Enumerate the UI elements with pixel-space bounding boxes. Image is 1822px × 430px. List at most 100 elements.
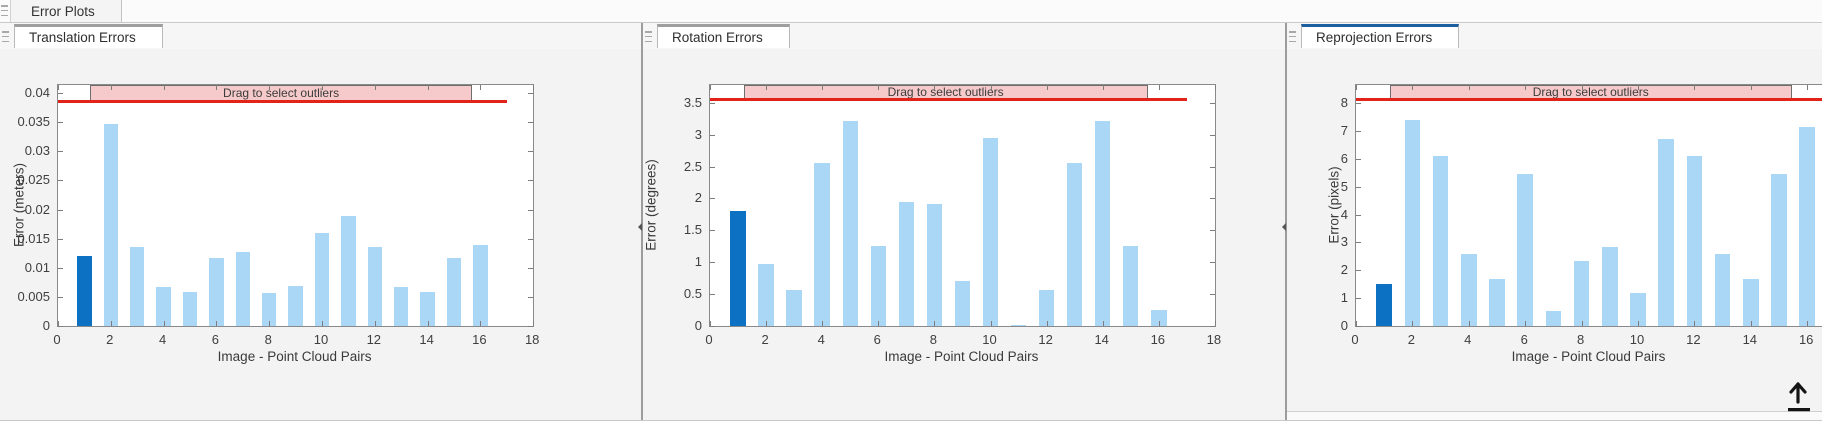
bar[interactable] — [1799, 126, 1815, 326]
bar[interactable] — [1461, 253, 1477, 326]
y-tick-label: 0 — [694, 318, 702, 333]
bar[interactable] — [842, 120, 858, 326]
bar[interactable] — [1432, 156, 1449, 326]
y-tick-label: 2 — [1340, 262, 1348, 278]
bar[interactable] — [1771, 174, 1787, 326]
plot-area[interactable]: Drag to select outliers — [709, 84, 1216, 327]
outlier-threshold-line[interactable] — [710, 98, 1187, 102]
bar[interactable] — [235, 252, 251, 326]
bar[interactable] — [814, 162, 830, 326]
y-tick-mark — [710, 294, 715, 296]
bar[interactable] — [1038, 290, 1055, 326]
y-tick-mark — [710, 166, 715, 168]
reprojection-hscroll-track[interactable] — [1287, 411, 1822, 421]
bar[interactable] — [1094, 120, 1111, 326]
y-tick-label: 0.02 — [24, 201, 50, 217]
x-tick-label: 8 — [264, 332, 272, 347]
bar[interactable] — [473, 244, 488, 326]
plot-area[interactable]: Drag to select outliers — [57, 84, 535, 327]
bar[interactable] — [1066, 162, 1083, 326]
bar[interactable] — [1489, 278, 1505, 326]
splitter-collapse-icon[interactable] — [638, 223, 642, 231]
x-tick-label: 14 — [1094, 332, 1109, 347]
x-tick-mark — [934, 85, 936, 90]
outlier-threshold-line[interactable] — [58, 100, 507, 104]
bar[interactable] — [341, 215, 356, 326]
bar[interactable] — [182, 292, 198, 326]
plot-area[interactable]: Drag to select outliers — [1355, 84, 1822, 327]
bar[interactable] — [288, 286, 303, 326]
splitter-collapse-icon[interactable] — [1282, 223, 1286, 231]
y-tick-mark — [1356, 298, 1361, 300]
bar[interactable] — [1010, 324, 1027, 326]
panel-grip-icon[interactable] — [645, 31, 652, 42]
bar[interactable] — [209, 257, 224, 326]
outlier-select-banner[interactable]: Drag to select outliers — [743, 85, 1148, 100]
outlier-threshold-line[interactable] — [1356, 98, 1822, 102]
y-tick-mark — [528, 238, 534, 240]
reprojection-tabstrip: Reprojection Errors — [1287, 23, 1822, 49]
tab-translation-errors[interactable]: Translation Errors — [14, 24, 163, 48]
x-tick-mark — [878, 321, 880, 326]
bar[interactable] — [982, 137, 999, 326]
bar[interactable] — [314, 232, 330, 326]
bar[interactable] — [758, 263, 774, 326]
bar[interactable] — [1123, 246, 1139, 326]
bar[interactable] — [103, 124, 119, 326]
bar[interactable] — [129, 247, 145, 326]
bar[interactable] — [870, 246, 886, 326]
panel-reprojection-errors: Drag to select outliers 0 2 4 6 8 10 12 14 16 0 1 2 3… — [1287, 23, 1822, 421]
x-tick-mark — [822, 85, 824, 90]
bar[interactable] — [156, 286, 171, 326]
x-tick-label: 0 — [1351, 332, 1359, 347]
bar-selected[interactable] — [77, 256, 92, 326]
bar[interactable] — [420, 292, 435, 326]
y-tick-mark — [1356, 103, 1361, 105]
bar[interactable] — [1686, 156, 1703, 326]
y-tick-mark — [1209, 326, 1215, 327]
bar[interactable] — [786, 290, 802, 326]
bar[interactable] — [1630, 292, 1646, 326]
tabbar-grip-icon[interactable] — [1, 5, 8, 16]
x-tick-mark — [110, 321, 112, 326]
outlier-select-banner[interactable]: Drag to select outliers — [89, 85, 473, 102]
bar[interactable] — [1602, 246, 1618, 326]
bar[interactable] — [1573, 260, 1590, 326]
x-tick-mark — [1525, 321, 1527, 326]
bar[interactable] — [261, 293, 277, 326]
bar[interactable] — [1658, 139, 1674, 326]
y-tick-label: 0.5 — [683, 286, 702, 302]
bar-selected[interactable] — [1376, 284, 1392, 326]
y-tick-mark — [528, 122, 534, 124]
bar[interactable] — [954, 281, 971, 326]
bar-selected[interactable] — [730, 211, 746, 326]
panel-splitter[interactable] — [638, 23, 643, 421]
bar[interactable] — [1404, 119, 1421, 326]
x-tick-mark — [1638, 321, 1639, 326]
bar[interactable] — [1714, 253, 1731, 326]
x-tick-label: 14 — [419, 332, 434, 347]
tab-error-plots[interactable]: Error Plots — [10, 0, 122, 22]
bar[interactable] — [898, 201, 915, 326]
panel-grip-icon[interactable] — [2, 31, 9, 42]
bar[interactable] — [446, 257, 462, 326]
panel-grip-icon[interactable] — [1289, 31, 1296, 42]
panel-splitter[interactable] — [1282, 23, 1287, 421]
bar[interactable] — [393, 286, 409, 326]
y-tick-mark — [528, 93, 534, 95]
bar[interactable] — [1545, 310, 1562, 326]
tab-rotation-errors[interactable]: Rotation Errors — [657, 24, 790, 48]
tab-reprojection-errors[interactable]: Reprojection Errors — [1301, 24, 1460, 48]
bar[interactable] — [1151, 310, 1167, 326]
bar[interactable] — [926, 203, 943, 326]
y-tick-mark — [710, 102, 715, 104]
y-tick-mark — [58, 326, 63, 327]
x-tick-mark — [1468, 321, 1470, 326]
bar[interactable] — [1517, 174, 1533, 326]
x-tick-label: 10 — [982, 332, 997, 347]
bar[interactable] — [367, 247, 383, 326]
y-tick-mark — [528, 296, 534, 298]
x-tick-label: 6 — [211, 332, 219, 347]
x-tick-mark — [1638, 85, 1639, 90]
bar[interactable] — [1743, 278, 1759, 326]
